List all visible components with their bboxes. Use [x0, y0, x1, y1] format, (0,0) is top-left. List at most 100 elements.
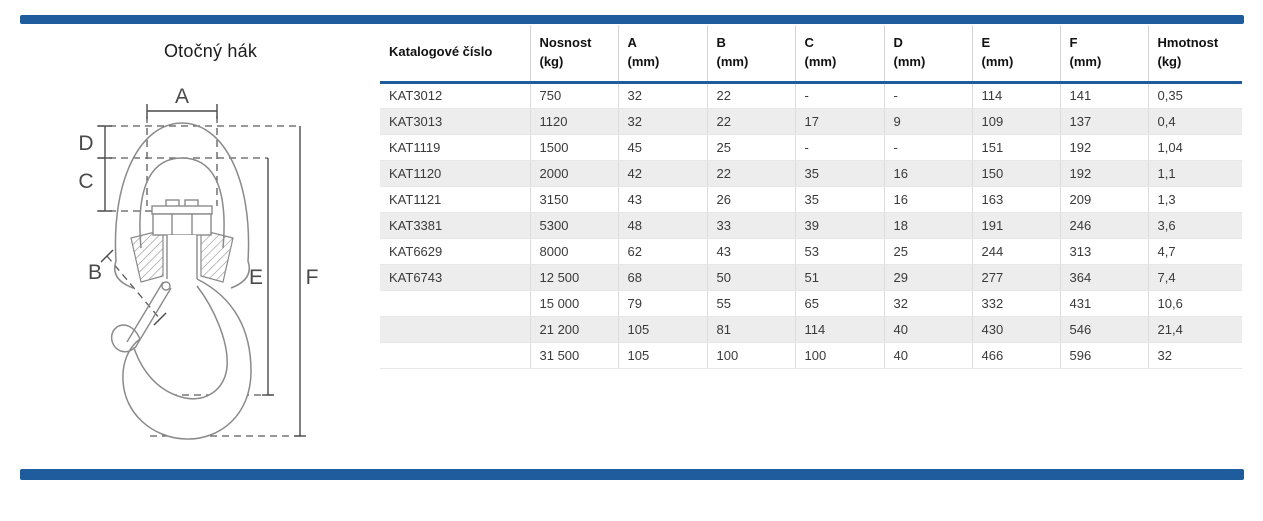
table-row: KAT1119 1500 45 25- -151 192 1,04 [380, 134, 1242, 161]
dim-label-f: F [306, 266, 319, 289]
table-cell: KAT3012 [380, 82, 530, 109]
table-cell: 53 [794, 238, 884, 265]
table-cell: 32 [617, 108, 707, 135]
table-cell: 114 [971, 82, 1060, 109]
table-cell: 431 [1059, 290, 1148, 317]
table-cell: - [883, 134, 972, 161]
dim-label-e: E [249, 266, 263, 289]
hook-outline [110, 278, 252, 440]
table-cell: KAT6629 [380, 238, 530, 265]
table-cell: 1,1 [1147, 160, 1242, 187]
table-cell: 3,6 [1147, 212, 1242, 239]
table-cell: 4,7 [1147, 238, 1242, 265]
table-cell: 29 [883, 264, 972, 291]
table-cell: 32 [617, 82, 707, 109]
table-row: KAT3013 1120 32 22 17 9 109 137 0,4 [380, 108, 1242, 135]
table-cell: 430 [971, 316, 1060, 343]
table-cell: 209 [1059, 186, 1148, 213]
table-cell: - [794, 134, 884, 161]
table-cell: 25 [706, 134, 795, 161]
hook-technical-drawing: A B C D E F [78, 85, 319, 440]
table-cell: 163 [971, 186, 1060, 213]
nut-assembly [151, 199, 213, 279]
table-cell: 22 [706, 108, 795, 135]
column-header: C (mm) [794, 25, 884, 84]
top-divider-bar [20, 15, 1244, 24]
column-header: B (mm) [706, 25, 795, 84]
table-cell: 55 [706, 290, 795, 317]
table-cell: 21 200 [529, 316, 618, 343]
table-cell: 114 [794, 316, 884, 343]
table-row: KAT1121 3150 43 26 35 16 163 209 1,3 [380, 186, 1242, 213]
table-cell: 141 [1059, 82, 1148, 109]
table-cell: 18 [883, 212, 972, 239]
column-header: Hmotnost (kg) [1147, 25, 1242, 84]
table-row: KAT3381 5300 48 33 39 18 191 246 3,6 [380, 212, 1242, 239]
table-cell: 364 [1059, 264, 1148, 291]
table-cell: 26 [706, 186, 795, 213]
table-cell: - [883, 82, 972, 109]
table-cell: 68 [617, 264, 707, 291]
table-cell: 277 [971, 264, 1060, 291]
table-cell: 35 [794, 160, 884, 187]
table-cell: KAT1120 [380, 160, 530, 187]
eye-outline [113, 122, 251, 289]
table-row: 31 500 105 100 100 40 466 596 32 [380, 342, 1242, 369]
column-header: A (mm) [617, 25, 707, 84]
diagram-title: Otočný hák [163, 41, 258, 61]
table-cell: 40 [883, 342, 972, 369]
column-header: E (mm) [971, 25, 1060, 84]
table-cell: 191 [971, 212, 1060, 239]
column-header: D (mm) [883, 25, 972, 84]
table-cell: 466 [971, 342, 1060, 369]
table-cell: 192 [1059, 134, 1148, 161]
table-cell: 0,35 [1147, 82, 1242, 109]
table-cell: 40 [883, 316, 972, 343]
table-cell: 596 [1059, 342, 1148, 369]
table-cell: 10,6 [1147, 290, 1242, 317]
hatched-shoulders [130, 229, 234, 283]
header-row: Katalogové číslo Nosnost (kg) A (mm) B (mm)… [380, 25, 1242, 84]
table-cell: 42 [617, 160, 707, 187]
table-cell: 35 [794, 186, 884, 213]
table-cell: 48 [617, 212, 707, 239]
table-cell: 33 [706, 212, 795, 239]
table-cell: 192 [1059, 160, 1148, 187]
table-row: 15 000 79 55 65 32 332 431 10,6 [380, 290, 1242, 317]
table-row: KAT6743 12 500 68 50 51 29 277 364 7,4 [380, 264, 1242, 291]
table-cell: 51 [794, 264, 884, 291]
table-cell: 3150 [529, 186, 618, 213]
column-header: Katalogové číslo [380, 25, 530, 84]
table-cell [380, 316, 530, 343]
table-cell: 750 [529, 82, 618, 109]
table-cell: 1500 [529, 134, 618, 161]
table-cell: 109 [971, 108, 1060, 135]
table-body: KAT3012 750 32 22- -114 141 0,35 KAT3013 1120 32 2… [380, 82, 1242, 369]
table-row: KAT6629 8000 62 43 53 25 244 313 4,7 [380, 238, 1242, 265]
table-cell: 43 [617, 186, 707, 213]
table-cell: 137 [1059, 108, 1148, 135]
table-cell: 246 [1059, 212, 1148, 239]
table-cell: 50 [706, 264, 795, 291]
table-cell: 16 [883, 160, 972, 187]
dim-label-c: C [78, 170, 93, 193]
dimension-lines [98, 104, 306, 437]
table-cell: 8000 [529, 238, 618, 265]
table-cell: 79 [617, 290, 707, 317]
table-cell: 100 [794, 342, 884, 369]
table-cell: 32 [883, 290, 972, 317]
column-header: F (mm) [1059, 25, 1148, 84]
table-cell: 1120 [529, 108, 618, 135]
table-cell: KAT6743 [380, 264, 530, 291]
table-cell: 65 [794, 290, 884, 317]
table-cell: 9 [883, 108, 972, 135]
table-cell: - [794, 82, 884, 109]
table-cell: 62 [617, 238, 707, 265]
table-cell: 105 [617, 342, 707, 369]
table-cell [380, 290, 530, 317]
table-cell: 22 [706, 160, 795, 187]
table-cell: 151 [971, 134, 1060, 161]
table-cell: 1,3 [1147, 186, 1242, 213]
table-head: Katalogové číslo Nosnost (kg) A (mm) B (mm)… [380, 25, 1242, 84]
